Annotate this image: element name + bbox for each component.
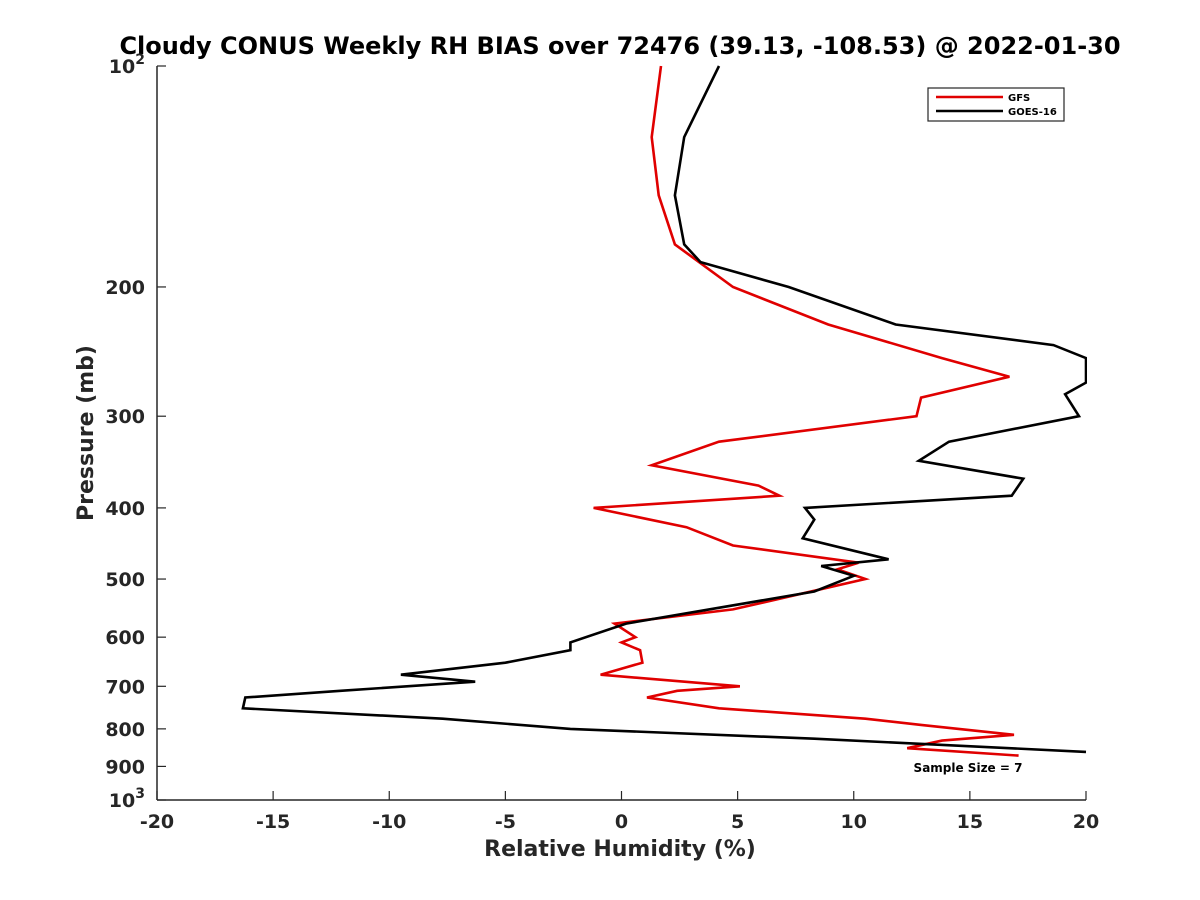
chart-title: Cloudy CONUS Weekly RH BIAS over 72476 (… bbox=[119, 32, 1120, 60]
y-tick-exponent: 2 bbox=[135, 52, 145, 68]
y-tick-label: 900 bbox=[105, 756, 145, 778]
x-tick-label: 15 bbox=[957, 811, 983, 833]
y-tick-label: 700 bbox=[105, 676, 145, 698]
y-tick-exponent: 3 bbox=[135, 786, 145, 802]
y-tick-label: 200 bbox=[105, 277, 145, 299]
x-tick-label: -20 bbox=[140, 811, 174, 833]
x-tick-label: -10 bbox=[372, 811, 406, 833]
series-line-gfs bbox=[593, 65, 1019, 757]
y-axis-label: Pressure (mb) bbox=[74, 345, 99, 521]
y-tick-base: 10 bbox=[109, 56, 135, 78]
series-layer bbox=[241, 65, 1087, 757]
series-line-goes-16 bbox=[241, 65, 1087, 754]
legend: GFS GOES-16 bbox=[927, 87, 1065, 122]
axes: -20 -15 -10 -5 0 5 10 15 20102200300400500600700… bbox=[105, 52, 1099, 833]
x-tick-label: 0 bbox=[615, 811, 628, 833]
x-tick-label: -15 bbox=[256, 811, 290, 833]
y-tick-label: 400 bbox=[105, 498, 145, 520]
x-tick-label: 10 bbox=[841, 811, 867, 833]
legend-label: GFS bbox=[1008, 93, 1030, 104]
legend-box bbox=[927, 87, 1065, 122]
x-tick-label: 5 bbox=[731, 811, 744, 833]
sample-size-annotation: Sample Size = 7 bbox=[914, 761, 1023, 775]
x-tick-label: -5 bbox=[495, 811, 516, 833]
x-axis-label: Relative Humidity (%) bbox=[484, 837, 756, 862]
y-tick-label: 600 bbox=[105, 627, 145, 649]
y-tick-label: 102 bbox=[109, 52, 145, 78]
legend-label: GOES-16 bbox=[1008, 107, 1057, 118]
y-tick-label: 103 bbox=[109, 786, 145, 812]
y-tick-base: 10 bbox=[109, 790, 135, 812]
x-tick-label: 20 bbox=[1073, 811, 1099, 833]
y-tick-label: 500 bbox=[105, 569, 145, 591]
y-tick-label: 300 bbox=[105, 406, 145, 428]
y-tick-label: 800 bbox=[105, 719, 145, 741]
